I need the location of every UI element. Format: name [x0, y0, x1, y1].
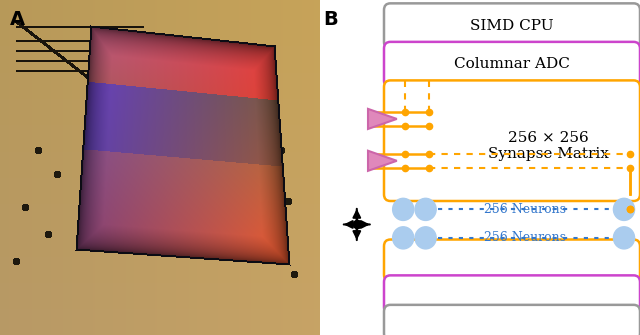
Text: SIMD CPU: SIMD CPU: [470, 19, 554, 33]
FancyBboxPatch shape: [384, 305, 640, 335]
FancyBboxPatch shape: [384, 275, 640, 314]
Circle shape: [614, 198, 634, 220]
FancyBboxPatch shape: [384, 80, 640, 201]
Circle shape: [415, 198, 436, 220]
Circle shape: [393, 227, 414, 249]
Text: 256 Neurons: 256 Neurons: [484, 231, 566, 244]
Text: A: A: [10, 10, 25, 29]
Text: 256 × 256
Synapse Matrix: 256 × 256 Synapse Matrix: [488, 131, 609, 161]
Text: Columnar ADC: Columnar ADC: [454, 58, 570, 71]
FancyBboxPatch shape: [384, 3, 640, 49]
Polygon shape: [368, 109, 397, 129]
Circle shape: [415, 227, 436, 249]
Circle shape: [393, 198, 414, 220]
FancyBboxPatch shape: [384, 240, 640, 281]
FancyBboxPatch shape: [384, 42, 640, 87]
Text: B: B: [323, 10, 338, 29]
Text: 256 Neurons: 256 Neurons: [484, 203, 566, 216]
Circle shape: [614, 227, 634, 249]
Polygon shape: [368, 151, 397, 171]
